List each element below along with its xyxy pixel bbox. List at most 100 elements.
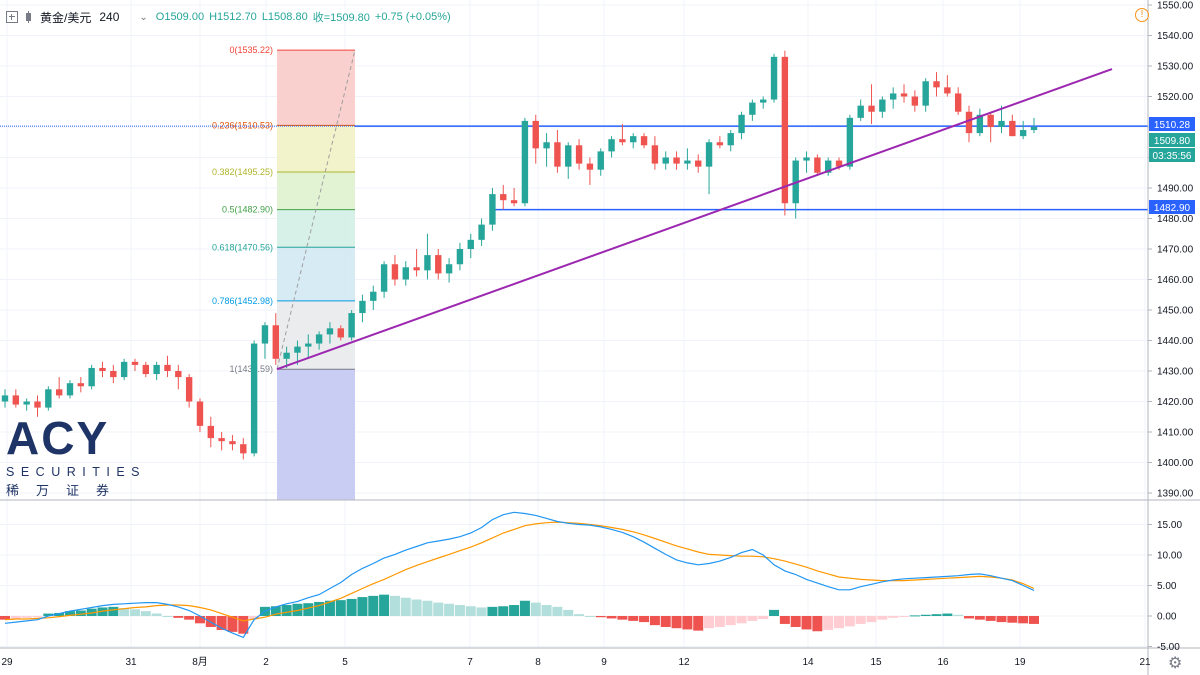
gear-icon[interactable]: ⚙: [1168, 655, 1183, 672]
candle-body[interactable]: [445, 264, 453, 274]
candle-body[interactable]: [1030, 127, 1038, 131]
candle-body[interactable]: [359, 300, 366, 314]
candle-body[interactable]: [175, 371, 182, 378]
candle-body[interactable]: [965, 111, 973, 134]
candle-body[interactable]: [868, 105, 875, 112]
candle-body[interactable]: [315, 334, 323, 344]
candle-body[interactable]: [467, 239, 474, 249]
candle-body[interactable]: [770, 56, 778, 100]
candle-body[interactable]: [185, 377, 193, 402]
candle-body[interactable]: [478, 224, 485, 240]
candle-body[interactable]: [391, 264, 399, 280]
candle-body[interactable]: [110, 371, 117, 378]
candle-body[interactable]: [846, 117, 854, 167]
candle-body[interactable]: [413, 267, 420, 271]
candle-body[interactable]: [933, 81, 940, 88]
candle-body[interactable]: [727, 133, 734, 146]
symbol-name[interactable]: 黄金/美元: [40, 10, 92, 25]
candle-body[interactable]: [976, 114, 984, 134]
candle-body[interactable]: [66, 383, 74, 396]
candle-body[interactable]: [1019, 130, 1027, 137]
candle-body[interactable]: [272, 325, 279, 359]
candle-body[interactable]: [879, 99, 886, 112]
candle-body[interactable]: [380, 264, 388, 292]
candle-body[interactable]: [456, 249, 464, 265]
candle-body[interactable]: [954, 93, 962, 112]
candle-body[interactable]: [998, 120, 1005, 127]
candle-body[interactable]: [337, 328, 344, 338]
candle-body[interactable]: [554, 142, 561, 167]
candle-body[interactable]: [673, 157, 680, 164]
candle-body[interactable]: [1009, 120, 1016, 137]
candle-body[interactable]: [835, 160, 843, 167]
candle-body[interactable]: [510, 200, 518, 204]
candle-body[interactable]: [543, 142, 550, 149]
candle-body[interactable]: [619, 139, 626, 143]
candle-body[interactable]: [608, 139, 615, 152]
candle-body[interactable]: [889, 93, 897, 100]
candle-body[interactable]: [565, 145, 572, 167]
candle-body[interactable]: [120, 361, 128, 378]
candle-body[interactable]: [88, 367, 95, 387]
candle-body[interactable]: [250, 343, 258, 454]
candle-body[interactable]: [695, 160, 702, 167]
candle-body[interactable]: [131, 361, 139, 365]
candle-body[interactable]: [814, 157, 821, 173]
candle-body[interactable]: [489, 194, 496, 225]
candle-body[interactable]: [944, 87, 951, 94]
candle-body[interactable]: [738, 114, 745, 134]
candle-body[interactable]: [586, 163, 594, 170]
candle-body[interactable]: [716, 142, 724, 146]
candle-body[interactable]: [142, 364, 150, 375]
candle-body[interactable]: [55, 389, 63, 396]
candle-body[interactable]: [760, 99, 767, 103]
interval-label[interactable]: 240: [99, 10, 120, 24]
candle-body[interactable]: [662, 157, 669, 164]
candle-body[interactable]: [348, 313, 355, 338]
candle-body[interactable]: [597, 151, 604, 170]
candle-body[interactable]: [294, 346, 301, 353]
candle-body[interactable]: [435, 255, 442, 274]
candle-body[interactable]: [521, 120, 529, 204]
candle-body[interactable]: [684, 160, 691, 164]
candle-body[interactable]: [370, 291, 377, 301]
candle-body[interactable]: [196, 401, 204, 426]
candle-body[interactable]: [900, 93, 908, 97]
warning-icon[interactable]: !: [1135, 8, 1149, 22]
candle-body[interactable]: [240, 444, 247, 454]
trendline[interactable]: [276, 68, 1113, 371]
candle-body[interactable]: [803, 157, 810, 161]
candle-body[interactable]: [12, 395, 20, 405]
candle-body[interactable]: [99, 367, 106, 371]
candle-body[interactable]: [164, 364, 171, 371]
candle-body[interactable]: [305, 343, 312, 347]
candle-body[interactable]: [1, 395, 9, 402]
candle-body[interactable]: [283, 352, 290, 359]
candle-body[interactable]: [911, 96, 919, 106]
candle-body[interactable]: [424, 255, 431, 271]
candle-body[interactable]: [630, 136, 637, 143]
candle-body[interactable]: [77, 383, 85, 387]
candle-body[interactable]: [749, 102, 756, 115]
candle-body[interactable]: [857, 105, 864, 118]
candle-body[interactable]: [640, 136, 648, 146]
candle-body[interactable]: [987, 114, 994, 127]
candle-body[interactable]: [500, 194, 507, 201]
candle-body[interactable]: [402, 267, 409, 280]
candle-body[interactable]: [34, 401, 41, 408]
candle-body[interactable]: [705, 142, 713, 167]
candle-body[interactable]: [45, 389, 52, 408]
chevron-down-icon[interactable]: ⌄: [139, 11, 148, 23]
candle-body[interactable]: [326, 328, 334, 335]
candle-style-icon[interactable]: [24, 11, 34, 23]
candle-body[interactable]: [825, 160, 832, 173]
candle-body[interactable]: [218, 438, 225, 442]
candle-body[interactable]: [651, 145, 659, 164]
candle-body[interactable]: [229, 441, 236, 445]
candle-body[interactable]: [781, 56, 789, 204]
candle-body[interactable]: [207, 425, 214, 439]
candle-body[interactable]: [261, 325, 269, 344]
candle-body[interactable]: [532, 120, 539, 149]
candle-body[interactable]: [153, 364, 160, 375]
